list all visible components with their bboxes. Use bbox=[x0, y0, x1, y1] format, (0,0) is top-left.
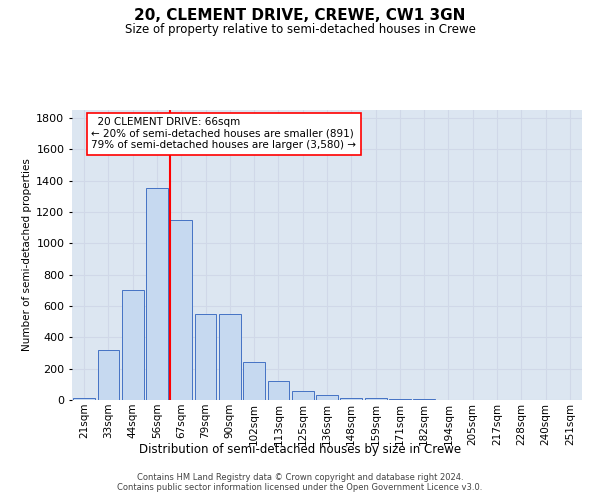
Bar bbox=[268, 381, 289, 400]
Bar bbox=[292, 390, 314, 400]
Text: 20, CLEMENT DRIVE, CREWE, CW1 3GN: 20, CLEMENT DRIVE, CREWE, CW1 3GN bbox=[134, 8, 466, 22]
Text: Contains public sector information licensed under the Open Government Licence v3: Contains public sector information licen… bbox=[118, 484, 482, 492]
Text: Contains HM Land Registry data © Crown copyright and database right 2024.: Contains HM Land Registry data © Crown c… bbox=[137, 472, 463, 482]
Text: Size of property relative to semi-detached houses in Crewe: Size of property relative to semi-detach… bbox=[125, 22, 475, 36]
Bar bbox=[413, 399, 435, 400]
Y-axis label: Number of semi-detached properties: Number of semi-detached properties bbox=[22, 158, 32, 352]
Bar bbox=[146, 188, 168, 400]
Bar bbox=[97, 350, 119, 400]
Bar bbox=[194, 314, 217, 400]
Text: Distribution of semi-detached houses by size in Crewe: Distribution of semi-detached houses by … bbox=[139, 442, 461, 456]
Bar bbox=[340, 398, 362, 400]
Bar bbox=[389, 399, 411, 400]
Bar bbox=[243, 362, 265, 400]
Bar bbox=[316, 396, 338, 400]
Bar bbox=[365, 398, 386, 400]
Text: 20 CLEMENT DRIVE: 66sqm
← 20% of semi-detached houses are smaller (891)
79% of s: 20 CLEMENT DRIVE: 66sqm ← 20% of semi-de… bbox=[91, 117, 356, 150]
Bar bbox=[73, 398, 95, 400]
Bar bbox=[219, 314, 241, 400]
Bar bbox=[170, 220, 192, 400]
Bar bbox=[122, 290, 143, 400]
